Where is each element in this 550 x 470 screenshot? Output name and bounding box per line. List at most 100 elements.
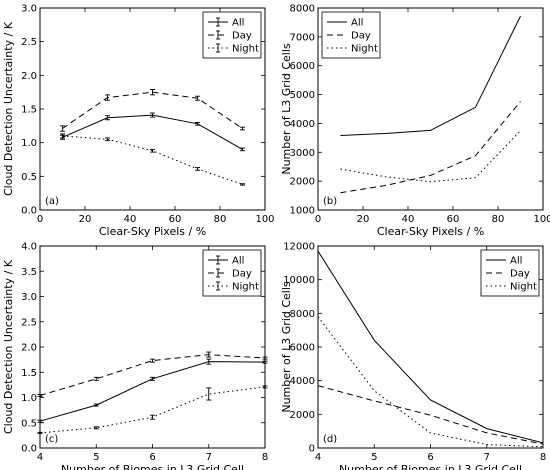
legend-label-night: Night (232, 44, 259, 55)
series-line-day (317, 385, 544, 445)
y-tick-label: 1000 (290, 206, 315, 217)
y-tick-label: 3.5 (21, 267, 37, 278)
series-line-day (340, 101, 521, 194)
x-tick-label: 40 (124, 214, 137, 225)
series-line-all (340, 15, 521, 136)
x-tick-label: 0 (315, 214, 321, 225)
y-tick-label: 2.5 (21, 317, 37, 328)
y-tick-label: 5000 (290, 90, 315, 101)
x-tick-label: 8 (540, 452, 546, 463)
series-night (37, 385, 268, 434)
legend-label-day: Day (510, 269, 530, 280)
x-tick-label: 60 (447, 214, 460, 225)
y-tick-label: 3.0 (21, 292, 37, 303)
x-axis-label: Clear-Sky Pixels / % (99, 225, 206, 238)
y-tick-label: 4000 (290, 119, 315, 130)
y-tick-label: 7000 (290, 32, 315, 43)
y-tick-label: 10000 (283, 275, 315, 286)
legend: All Day Night (202, 11, 262, 59)
x-tick-label: 0 (37, 214, 43, 225)
x-axis-label: Number of Biomes in L3 Grid Cell (339, 463, 522, 470)
legend-label-all: All (351, 18, 363, 29)
y-tick-label: 3.0 (21, 4, 37, 15)
series-day (37, 351, 268, 397)
legend-label-night: Night (351, 44, 378, 55)
series-line-night (62, 135, 243, 185)
series-line-day (39, 354, 266, 396)
series-line-night (317, 316, 544, 448)
series-night (317, 316, 544, 448)
legend-label-all: All (232, 256, 244, 267)
x-tick-label: 100 (533, 214, 550, 225)
x-tick-label: 4 (315, 452, 321, 463)
y-axis-label: Cloud Detection Uncertainty / K (2, 259, 15, 434)
x-tick-label: 40 (402, 214, 415, 225)
y-tick-label: 1.0 (21, 138, 37, 149)
y-tick-label: 0 (309, 444, 315, 455)
series-line-night (340, 130, 521, 183)
chart-panel-2: 0 20 40 60 80 100 1000 2000 3000 4000 5000 6000 7000… (280, 4, 550, 239)
chart-panel-4: 4 5 6 7 8 0 2000 4000 6000 8000 10000 12000 Number o… (280, 242, 546, 470)
y-tick-label: 6000 (290, 343, 315, 354)
series-line-all (317, 250, 544, 444)
y-tick-label: 1.5 (21, 368, 37, 379)
y-tick-label: 4000 (290, 376, 315, 387)
legend-box (480, 249, 540, 297)
series-all (37, 358, 268, 423)
x-tick-label: 5 (371, 452, 377, 463)
y-axis-label: Cloud Detection Uncertainty / K (2, 21, 15, 196)
y-axis-label: Number of L3 Grid Cells (280, 43, 293, 175)
legend-label-day: Day (232, 31, 252, 42)
x-tick-label: 20 (79, 214, 92, 225)
legend-label-all: All (232, 18, 244, 29)
y-tick-label: 2.0 (21, 343, 37, 354)
x-tick-label: 80 (214, 214, 227, 225)
series-day (317, 385, 544, 445)
series-night (340, 130, 521, 183)
y-tick-label: 0.5 (21, 172, 37, 183)
panel-label: (d) (323, 434, 337, 445)
y-tick-label: 2000 (290, 410, 315, 421)
x-tick-label: 7 (206, 452, 212, 463)
legend-label-all: All (510, 256, 522, 267)
y-tick-label: 1.0 (21, 393, 37, 404)
y-axis-label: Number of L3 Grid Cells (280, 281, 293, 413)
series-day (340, 101, 521, 194)
chart-panel-1: 0 20 40 60 80 100 0.0 0.5 1.0 1.5 2.0 2.5 3.0 Clear-S… (2, 4, 275, 239)
y-tick-label: 1.5 (21, 105, 37, 116)
y-tick-label: 4.0 (21, 242, 37, 253)
x-axis-label: Number of Biomes in L3 Grid Cell (61, 463, 244, 470)
y-tick-label: 0.5 (21, 418, 37, 429)
x-tick-label: 100 (255, 214, 274, 225)
legend-label-night: Night (232, 282, 259, 293)
x-tick-label: 60 (169, 214, 182, 225)
legend: All Day Night (480, 249, 540, 297)
series-day (60, 89, 245, 132)
series-line-all (39, 361, 266, 422)
y-tick-label: 2.5 (21, 37, 37, 48)
y-tick-label: 0.0 (21, 444, 37, 455)
panel-label: (a) (45, 196, 59, 207)
y-tick-label: 8000 (290, 4, 315, 15)
x-tick-label: 8 (262, 452, 268, 463)
series-all (317, 250, 544, 444)
y-tick-label: 12000 (283, 242, 315, 253)
y-tick-label: 3000 (290, 148, 315, 159)
series-all (340, 15, 521, 136)
series-all (60, 112, 245, 152)
series-line-day (62, 91, 243, 129)
series-night (60, 133, 245, 186)
x-tick-label: 7 (484, 452, 490, 463)
x-tick-label: 4 (37, 452, 43, 463)
legend-label-day: Day (232, 269, 252, 280)
y-tick-label: 2000 (290, 177, 315, 188)
series-line-night (39, 386, 266, 434)
y-tick-label: 0.0 (21, 206, 37, 217)
legend-label-night: Night (510, 282, 537, 293)
plot-frame (317, 7, 544, 211)
x-tick-label: 6 (427, 452, 433, 463)
panel-label: (c) (45, 434, 58, 445)
x-axis-label: Clear-Sky Pixels / % (377, 225, 484, 238)
legend: All Day Night (321, 11, 381, 59)
